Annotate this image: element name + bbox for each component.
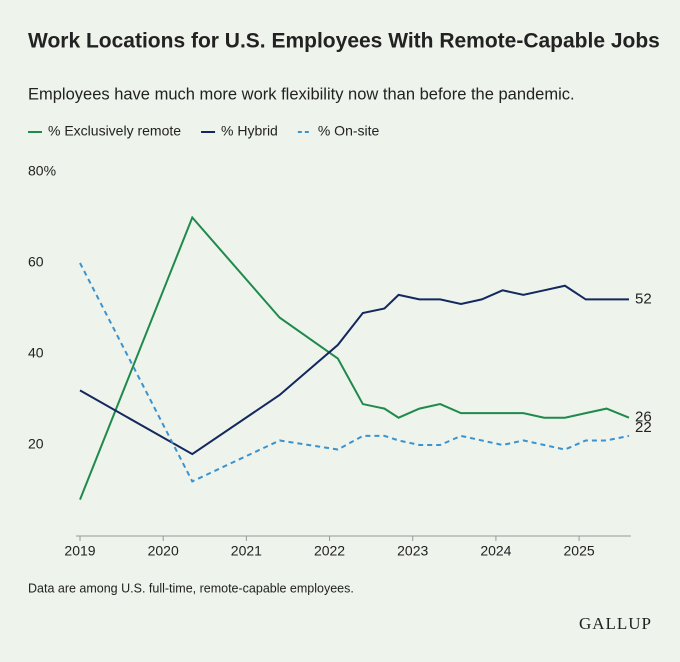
x-tick-label: 2025 (564, 543, 595, 559)
y-tick-label: 60 (28, 254, 44, 270)
y-tick-label: 80% (28, 163, 56, 179)
legend-label: % Hybrid (221, 123, 278, 139)
chart-subtitle: Employees have much more work flexibilit… (28, 85, 575, 103)
source: GALLUP (579, 614, 652, 633)
legend-label: % On-site (318, 123, 380, 139)
chart-title: Work Locations for U.S. Employees With R… (28, 30, 660, 53)
series-line (79, 262, 630, 483)
end-label: 22 (635, 419, 652, 436)
x-tick-label: 2020 (148, 543, 179, 559)
x-tick-label: 2019 (64, 543, 95, 559)
note: Data are among U.S. full-time, remote-ca… (28, 581, 354, 595)
x-tick-label: 2021 (231, 543, 262, 559)
end-label: 26 (635, 409, 652, 426)
series-line (79, 215, 630, 500)
x-tick-label: 2023 (397, 543, 428, 559)
y-tick-label: 40 (28, 345, 44, 361)
y-tick-label: 20 (28, 436, 44, 452)
legend-label: % Exclusively remote (48, 123, 181, 139)
series-line (79, 284, 629, 456)
x-tick-label: 2022 (314, 543, 345, 559)
end-label: 52 (635, 290, 652, 307)
x-tick-label: 2024 (480, 543, 511, 559)
